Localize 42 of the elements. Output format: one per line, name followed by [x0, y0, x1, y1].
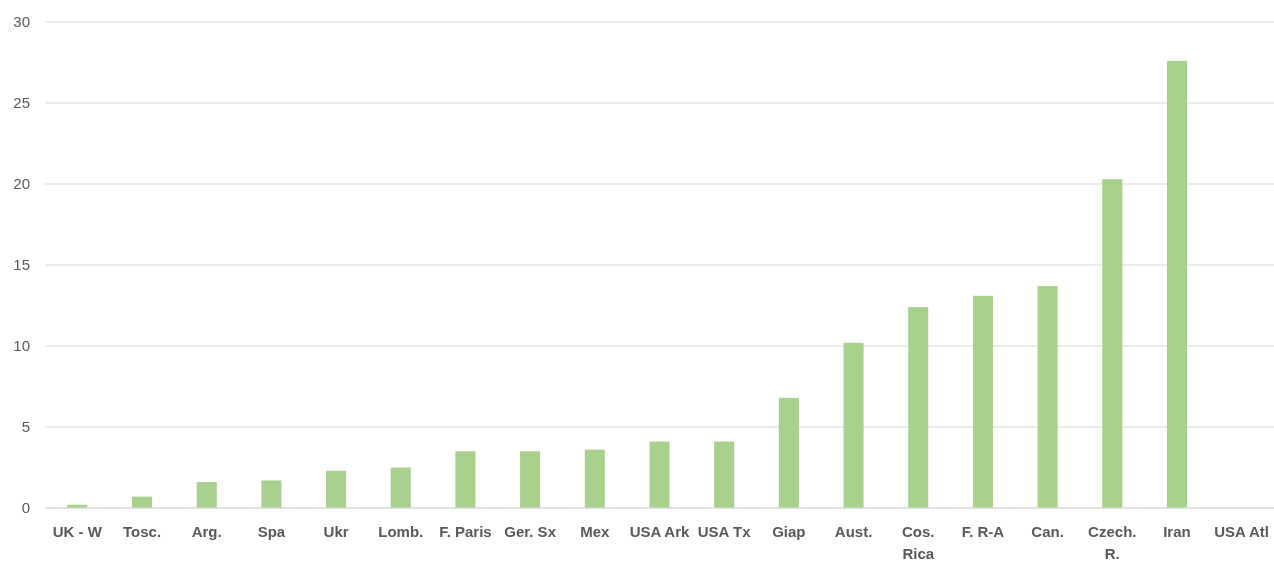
y-tick-label: 25 [13, 94, 30, 112]
x-tick-label: Can. [1031, 523, 1064, 540]
bar [778, 397, 799, 508]
x-tick-label: USA Ark [629, 523, 691, 540]
x-tick-label: Ger. Sx [504, 523, 557, 540]
x-tick-label: F. Paris [439, 523, 492, 540]
x-tick-label: Cos. Rica [901, 523, 935, 562]
y-tick-label: 20 [13, 175, 30, 193]
y-tick-label: 15 [13, 256, 30, 274]
bar [843, 342, 864, 508]
x-tick-label: Ukr [323, 523, 349, 540]
bar [649, 441, 670, 508]
x-tick-label: USA Tx [697, 523, 752, 540]
x-tick-label: USA Atl [1214, 523, 1270, 540]
bar [1166, 60, 1187, 508]
x-tick-label: Lomb. [378, 523, 424, 540]
bar [326, 470, 347, 508]
bar [261, 480, 282, 508]
x-tick-label: Aust. [834, 523, 873, 540]
bar [455, 451, 476, 508]
x-tick-label: UK - W [52, 523, 103, 540]
bar [1102, 179, 1123, 508]
bar [520, 451, 541, 508]
bar [196, 482, 217, 508]
x-tick-label: Czech. R. [1088, 523, 1137, 562]
x-tick-label: Arg. [191, 523, 222, 540]
bar [908, 307, 929, 508]
y-tick-label: 10 [13, 337, 30, 355]
x-tick-label: Tosc. [122, 523, 162, 540]
y-tick-label: 5 [21, 418, 30, 436]
y-tick-label: 0 [21, 499, 30, 517]
bar [390, 467, 411, 508]
x-tick-label: F. R-A [961, 523, 1005, 540]
x-tick-label: Giap [772, 523, 806, 540]
x-tick-label: Iran [1163, 523, 1191, 540]
bar [714, 441, 735, 508]
x-tick-label: Spa [257, 523, 286, 540]
bar [1037, 286, 1058, 508]
bar [972, 295, 993, 508]
x-tick-label: Mex [580, 523, 611, 540]
bar [584, 449, 605, 508]
y-tick-label: 30 [13, 13, 30, 31]
